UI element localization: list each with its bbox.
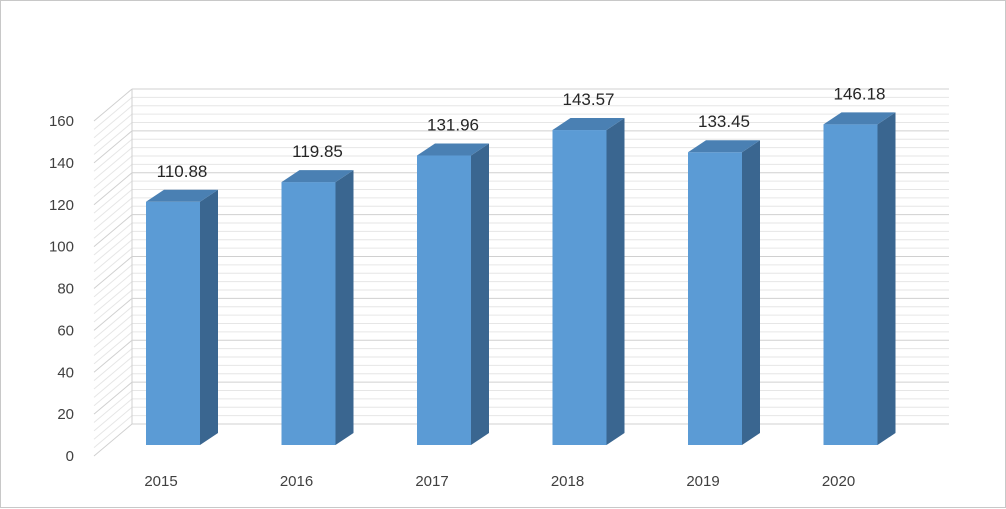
gridline-minor [93,406,949,440]
gridline-minor [93,222,949,256]
gridline-minor [93,398,949,432]
gridline-minor [93,314,949,348]
gridline-minor [93,272,949,306]
data-label: 133.45 [698,112,750,131]
gridline-minor [93,180,949,214]
gridline-minor [93,348,949,382]
data-labels: 110.88 119.85 131.96 143.57 133.45 146.18 [157,84,886,180]
x-tick-label: 2019 [686,473,719,490]
x-tick-label: 2020 [822,473,855,490]
bars [146,112,896,446]
bar-top [281,170,354,183]
y-tick-label: 0 [66,448,74,465]
data-label: 119.85 [292,142,343,161]
bar-top [823,112,896,125]
gridline-minor [93,373,949,407]
x-tick-label: 2018 [551,473,584,490]
x-tick-label: 2016 [280,473,313,490]
gridline-major [93,214,949,248]
gridline-major [93,297,949,331]
bar-2016 [281,170,354,446]
gridline-minor [93,281,949,315]
y-tick-label: 160 [49,113,74,130]
bar-front [281,182,336,446]
gridline-minor [93,138,949,172]
gridline-minor [93,239,949,273]
y-axis: 0 20 40 60 80 100 120 140 160 [49,113,74,465]
y-tick-label: 80 [57,281,74,298]
y-tick-label: 20 [57,406,74,423]
x-axis: 2015 2016 2017 2018 2019 2020 [144,473,855,490]
bar-side [606,118,625,446]
gridline-minor [93,289,949,323]
gridline-minor [93,306,949,340]
x-tick-label: 2017 [415,473,448,490]
bar-side [200,189,218,445]
gridline-minor [93,356,949,390]
gridline-minor [93,189,949,222]
gridline-minor [93,122,949,155]
y-tick-label: 140 [49,155,74,172]
gridline-minor [93,264,949,298]
gridline-minor [93,197,949,231]
gridline-minor [93,364,949,398]
gridline-major [93,130,949,164]
y-tick-label: 40 [57,364,74,381]
gridline-major [93,339,949,373]
gridline-major [93,381,949,415]
bar-front [688,152,742,445]
y-tick-label: 100 [49,239,74,256]
bar-2019 [688,140,760,445]
gridline-minor [93,323,949,356]
bar-side [335,170,354,446]
gridline-minor [93,247,949,281]
gridline-minor [93,147,949,181]
gridline-minor [93,331,949,365]
bar-side [877,112,896,445]
bar-top [146,189,218,202]
data-label: 146.18 [834,84,886,103]
bar-front [823,124,878,445]
x-tick-label: 2015 [144,473,177,490]
bar-side [742,140,760,445]
data-label: 110.88 [157,162,208,181]
gridline-minor [93,390,949,423]
gridline-major [93,423,949,457]
bar-top [552,118,625,131]
gridline-minor [93,205,949,239]
gridline-minor [93,96,949,130]
bar-2018 [552,118,625,446]
gridline-minor [93,105,949,139]
bar-top [688,140,760,153]
data-label: 131.96 [427,116,479,135]
gridline-major [93,88,949,122]
y-tick-label: 60 [57,322,74,339]
bar-top [417,143,489,156]
gridline-minor [93,415,949,449]
gridline-minor [93,163,949,197]
gridline-minor [93,230,949,264]
gridline-minor [93,113,949,147]
y-tick-label: 120 [49,197,74,214]
gridline-minor [93,155,949,189]
bar-2020 [823,112,896,445]
bar-side [471,143,489,445]
bar-front [417,155,471,445]
bar-front [146,201,200,445]
bar-2017 [417,143,489,445]
gridline-major [93,172,949,206]
gridlines [93,88,949,457]
bar-front [552,130,607,445]
bar-2015 [146,189,218,445]
gridline-major [93,256,949,289]
data-label: 143.57 [563,90,615,109]
